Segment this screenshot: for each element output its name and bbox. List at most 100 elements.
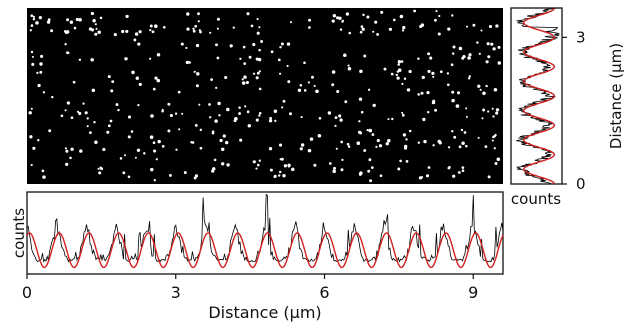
localization-point-69 bbox=[392, 18, 396, 22]
localization-point-457 bbox=[417, 93, 421, 96]
localization-point-361 bbox=[359, 30, 363, 34]
localization-point-146 bbox=[332, 169, 336, 174]
localization-point-291 bbox=[106, 130, 110, 134]
localization-point-147 bbox=[152, 141, 156, 144]
localization-point-220 bbox=[29, 29, 32, 32]
localization-point-335 bbox=[279, 72, 282, 75]
localization-point-468 bbox=[123, 154, 127, 157]
localization-point-334 bbox=[37, 139, 40, 142]
localization-point-50 bbox=[70, 116, 74, 120]
localization-point-406 bbox=[66, 18, 70, 22]
localization-point-117 bbox=[196, 72, 200, 76]
localization-point-124 bbox=[282, 173, 286, 178]
localization-point-217 bbox=[256, 31, 260, 35]
localization-point-415 bbox=[65, 30, 70, 34]
localization-point-429 bbox=[287, 165, 291, 168]
localization-point-98 bbox=[221, 162, 225, 166]
localization-point-278 bbox=[287, 80, 291, 84]
localization-point-295 bbox=[359, 69, 363, 74]
localization-point-245 bbox=[402, 25, 406, 30]
localization-point-381 bbox=[199, 30, 202, 34]
localization-point-70 bbox=[209, 31, 212, 34]
localization-point-205 bbox=[30, 14, 34, 18]
localization-point-382 bbox=[358, 172, 362, 176]
localization-point-52 bbox=[456, 91, 461, 95]
localization-point-68 bbox=[371, 133, 375, 136]
localization-point-193 bbox=[157, 139, 161, 144]
localization-point-435 bbox=[368, 128, 373, 133]
localization-point-65 bbox=[64, 43, 67, 46]
localization-point-312 bbox=[107, 75, 111, 79]
localization-point-75 bbox=[439, 70, 443, 74]
localization-point-271 bbox=[78, 18, 82, 22]
localization-point-470 bbox=[387, 138, 391, 143]
localization-point-266 bbox=[341, 20, 344, 23]
localization-point-158 bbox=[134, 156, 137, 159]
localization-point-326 bbox=[125, 29, 129, 33]
localization-point-63 bbox=[46, 20, 51, 24]
localization-point-273 bbox=[215, 86, 218, 90]
localization-point-61 bbox=[234, 117, 238, 121]
localization-point-219 bbox=[421, 75, 425, 80]
localization-point-42 bbox=[437, 139, 441, 144]
localization-point-125 bbox=[39, 70, 43, 74]
localization-point-154 bbox=[340, 168, 344, 172]
localization-point-423 bbox=[130, 130, 134, 133]
vertical-axis-ticks: 03 bbox=[562, 28, 586, 193]
localization-point-54 bbox=[151, 30, 155, 34]
localization-point-384 bbox=[192, 27, 195, 30]
localization-point-111 bbox=[487, 110, 490, 113]
localization-point-453 bbox=[66, 101, 71, 105]
localization-point-399 bbox=[239, 138, 243, 142]
horizontal-profile-plot: 0 3 6 9 counts Distance (µm) bbox=[10, 191, 504, 322]
localization-point-62 bbox=[395, 73, 398, 77]
localization-point-192 bbox=[497, 61, 502, 65]
localization-point-248 bbox=[401, 113, 405, 117]
localization-point-112 bbox=[452, 174, 456, 178]
localization-point-101 bbox=[363, 54, 367, 58]
localization-point-331 bbox=[434, 18, 437, 22]
localization-point-149 bbox=[257, 57, 262, 62]
image-background bbox=[27, 8, 503, 184]
localization-point-171 bbox=[313, 84, 316, 87]
localization-point-355 bbox=[279, 45, 282, 49]
localization-point-378 bbox=[288, 112, 293, 116]
localization-point-99 bbox=[465, 115, 468, 118]
localization-point-456 bbox=[491, 139, 494, 142]
localization-point-97 bbox=[401, 29, 405, 32]
localization-point-375 bbox=[178, 128, 181, 131]
localization-point-2 bbox=[117, 108, 120, 112]
localization-point-314 bbox=[99, 16, 103, 20]
localization-point-451 bbox=[334, 116, 338, 120]
horizontal-profile-fit bbox=[26, 232, 504, 269]
localization-point-88 bbox=[210, 78, 213, 81]
localization-point-66 bbox=[150, 167, 154, 172]
localization-point-380 bbox=[35, 21, 39, 25]
localization-point-417 bbox=[153, 149, 157, 153]
localization-point-140 bbox=[30, 24, 34, 27]
localization-point-309 bbox=[339, 118, 343, 122]
localization-point-390 bbox=[335, 16, 340, 20]
localization-point-167 bbox=[481, 117, 484, 120]
localization-point-38 bbox=[467, 56, 471, 60]
localization-point-277 bbox=[48, 129, 52, 133]
localization-point-18 bbox=[135, 76, 139, 80]
localization-point-90 bbox=[36, 71, 39, 75]
localization-point-391 bbox=[447, 27, 451, 31]
localization-point-260 bbox=[303, 89, 307, 92]
localization-points bbox=[28, 9, 502, 183]
localization-point-310 bbox=[477, 136, 480, 139]
localization-point-298 bbox=[461, 56, 465, 60]
localization-point-408 bbox=[461, 141, 465, 145]
localization-point-4 bbox=[185, 60, 190, 65]
localization-point-458 bbox=[136, 148, 141, 152]
localization-point-386 bbox=[328, 162, 332, 165]
localization-point-8 bbox=[60, 114, 64, 118]
localization-point-264 bbox=[183, 171, 187, 175]
x-tick-label-3: 9 bbox=[468, 283, 478, 302]
localization-point-401 bbox=[480, 29, 483, 32]
localization-point-269 bbox=[232, 26, 235, 29]
localization-point-387 bbox=[457, 171, 461, 174]
localization-point-280 bbox=[94, 32, 98, 36]
localization-point-156 bbox=[224, 75, 228, 80]
